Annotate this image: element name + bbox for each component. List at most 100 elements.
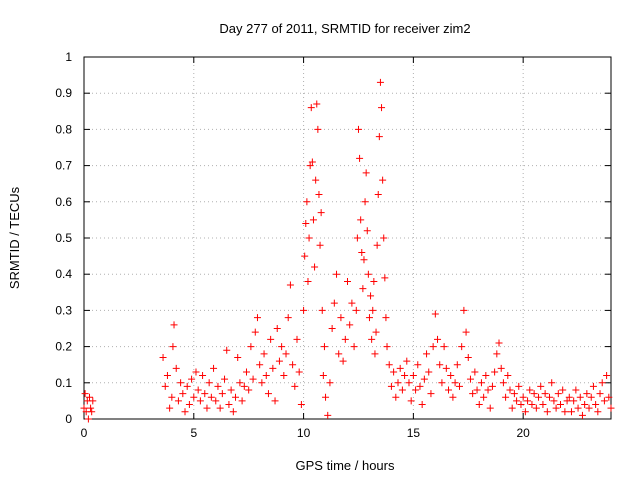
y-tick-label: 0.8 (55, 122, 72, 136)
data-point (291, 382, 299, 390)
data-point (607, 404, 615, 412)
y-tick-label: 0 (65, 412, 72, 426)
data-point (418, 401, 426, 409)
data-point (227, 386, 235, 394)
data-point (462, 328, 470, 336)
data-point (196, 397, 204, 405)
data-point (269, 364, 277, 372)
data-point (369, 306, 377, 314)
data-point (460, 306, 468, 314)
data-point (348, 299, 356, 307)
data-point (394, 379, 402, 387)
data-point (262, 372, 270, 380)
data-point (488, 382, 496, 390)
data-point (258, 379, 266, 387)
data-point (596, 390, 604, 398)
data-point (554, 390, 562, 398)
x-axis-label: GPS time / hours (296, 458, 395, 473)
data-point (519, 393, 527, 401)
data-point (387, 382, 395, 390)
data-point (361, 198, 369, 206)
data-point (304, 277, 312, 285)
data-point (475, 401, 483, 409)
data-point (412, 386, 420, 394)
data-point (330, 299, 338, 307)
data-point (318, 306, 326, 314)
data-point (482, 372, 490, 380)
data-point (528, 401, 536, 409)
data-point (375, 133, 383, 141)
data-point (301, 252, 309, 260)
data-point (297, 401, 305, 409)
data-point (293, 335, 301, 343)
data-point (370, 277, 378, 285)
data-point (205, 379, 213, 387)
data-point (314, 125, 322, 133)
data-point (583, 390, 591, 398)
data-point (438, 379, 446, 387)
data-point (414, 361, 422, 369)
data-point (273, 325, 281, 332)
data-point (392, 393, 400, 401)
data-point (521, 408, 529, 416)
data-point (563, 397, 571, 405)
data-point (320, 343, 328, 351)
data-point (451, 379, 459, 387)
data-point (431, 310, 439, 318)
data-point (440, 343, 448, 351)
data-point (302, 220, 310, 228)
data-point (532, 404, 540, 412)
data-point (80, 404, 88, 412)
data-point (535, 393, 543, 401)
data-point (317, 209, 325, 217)
axis-ticks: 0 5 10 15 20 0 0.1 0.2 0.3 0.4 0.5 0.6 0.7 0.8 0.9 1 (55, 50, 611, 440)
x-tick-label: 20 (516, 426, 530, 440)
data-point (594, 408, 602, 416)
data-point (449, 393, 457, 401)
data-point (225, 401, 233, 409)
y-tick-label: 1 (65, 50, 72, 64)
data-point (425, 368, 433, 376)
data-point (550, 397, 558, 405)
y-axis-label: SRMTID / TECUs (7, 186, 22, 289)
data-point (177, 379, 185, 387)
data-point (356, 154, 364, 162)
data-point (358, 248, 366, 256)
data-point (168, 393, 176, 401)
data-point (238, 397, 246, 405)
data-point (376, 78, 384, 86)
plot-area-frame (83, 56, 612, 420)
data-point (305, 234, 313, 242)
data-point (169, 343, 177, 351)
grid (84, 57, 611, 419)
data-point (570, 397, 578, 405)
data-point (357, 216, 365, 224)
data-point (398, 386, 406, 394)
data-point (87, 404, 95, 412)
data-point (600, 397, 608, 405)
data-point (309, 216, 317, 224)
data-point (166, 404, 174, 412)
data-point (405, 379, 413, 387)
data-point (473, 386, 481, 394)
data-point (188, 375, 196, 383)
data-point (319, 372, 327, 380)
data-point (201, 390, 209, 398)
data-point (543, 408, 551, 416)
data-point (427, 390, 435, 398)
data-point (491, 368, 499, 376)
data-point (497, 364, 505, 372)
data-point (247, 343, 255, 351)
data-point (480, 393, 488, 401)
data-point (416, 382, 424, 390)
data-point (567, 408, 575, 416)
data-point (300, 306, 308, 314)
data-point (163, 372, 171, 380)
data-point (367, 292, 375, 300)
data-point (561, 408, 569, 416)
data-point (223, 346, 231, 354)
data-point (245, 386, 253, 394)
data-point (381, 274, 389, 282)
data-point (517, 401, 525, 409)
data-point (221, 375, 229, 383)
